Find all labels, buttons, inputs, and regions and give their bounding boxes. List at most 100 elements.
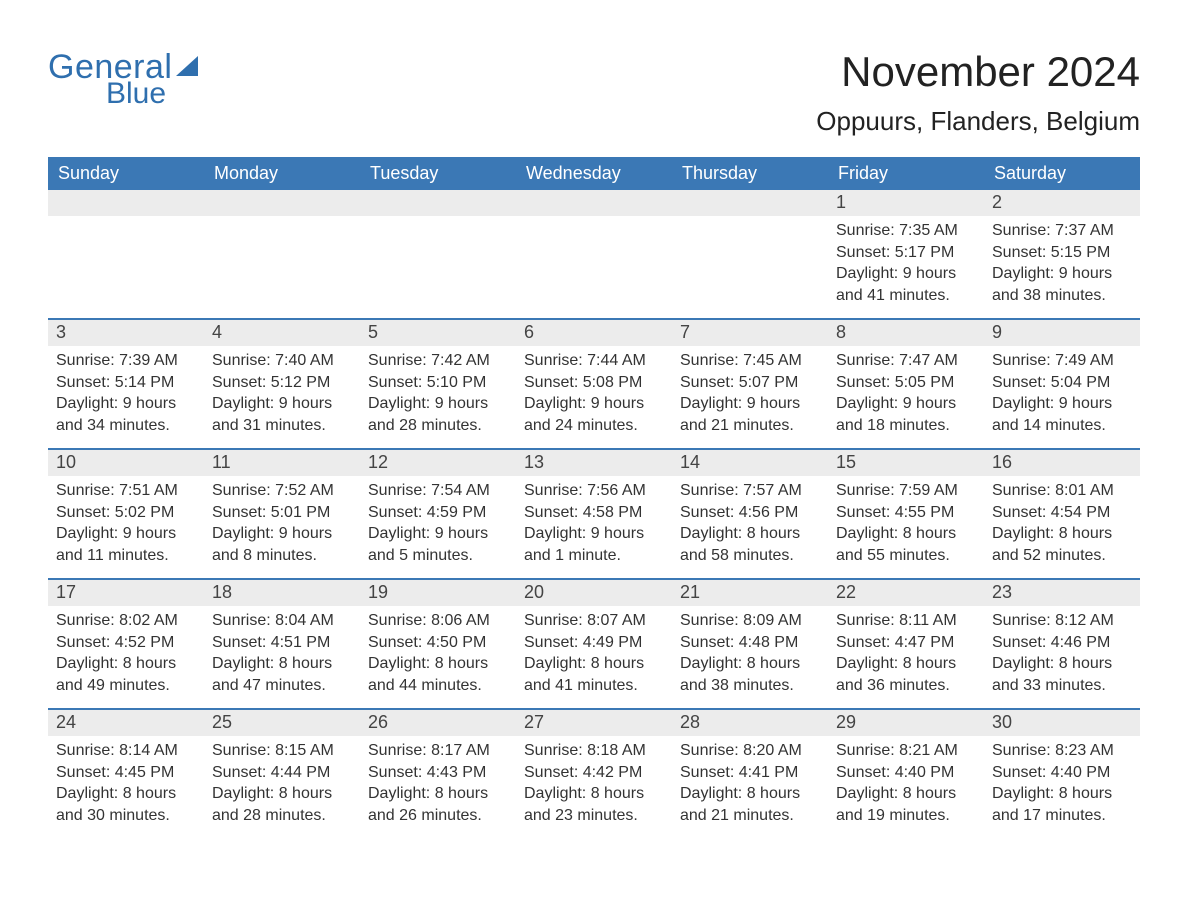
day-day2: and 28 minutes. [212,805,352,827]
day-number: . [48,190,204,216]
day-sunrise: Sunrise: 7:37 AM [992,220,1132,242]
calendar-day: 26Sunrise: 8:17 AMSunset: 4:43 PMDayligh… [360,710,516,838]
day-sunset: Sunset: 4:45 PM [56,762,196,784]
calendar-week: 3Sunrise: 7:39 AMSunset: 5:14 PMDaylight… [48,318,1140,448]
day-body: Sunrise: 8:20 AMSunset: 4:41 PMDaylight:… [672,736,828,832]
day-number: . [516,190,672,216]
day-day1: Daylight: 8 hours [680,523,820,545]
day-sunset: Sunset: 4:56 PM [680,502,820,524]
day-body: Sunrise: 8:06 AMSunset: 4:50 PMDaylight:… [360,606,516,702]
day-body: Sunrise: 7:37 AMSunset: 5:15 PMDaylight:… [984,216,1140,312]
calendar-day: . [48,190,204,318]
day-day2: and 5 minutes. [368,545,508,567]
day-sunset: Sunset: 4:47 PM [836,632,976,654]
day-number: 8 [828,320,984,346]
day-day2: and 18 minutes. [836,415,976,437]
day-number: 17 [48,580,204,606]
calendar-day: 6Sunrise: 7:44 AMSunset: 5:08 PMDaylight… [516,320,672,448]
calendar-day: 23Sunrise: 8:12 AMSunset: 4:46 PMDayligh… [984,580,1140,708]
day-number: 25 [204,710,360,736]
calendar-day: . [360,190,516,318]
day-day2: and 24 minutes. [524,415,664,437]
logo-word-2: Blue [106,77,166,111]
dow-cell: Wednesday [516,157,672,190]
day-day1: Daylight: 8 hours [212,783,352,805]
dow-cell: Saturday [984,157,1140,190]
day-body: Sunrise: 8:14 AMSunset: 4:45 PMDaylight:… [48,736,204,832]
day-sunset: Sunset: 4:48 PM [680,632,820,654]
day-body: Sunrise: 8:11 AMSunset: 4:47 PMDaylight:… [828,606,984,702]
day-day2: and 11 minutes. [56,545,196,567]
day-number: 2 [984,190,1140,216]
day-sunset: Sunset: 4:44 PM [212,762,352,784]
day-sunset: Sunset: 5:14 PM [56,372,196,394]
calendar-day: 16Sunrise: 8:01 AMSunset: 4:54 PMDayligh… [984,450,1140,578]
day-day2: and 38 minutes. [992,285,1132,307]
day-sunrise: Sunrise: 8:09 AM [680,610,820,632]
day-day1: Daylight: 8 hours [56,783,196,805]
day-sunset: Sunset: 4:50 PM [368,632,508,654]
day-day1: Daylight: 9 hours [56,523,196,545]
day-day1: Daylight: 8 hours [56,653,196,675]
day-day2: and 23 minutes. [524,805,664,827]
day-body: Sunrise: 7:39 AMSunset: 5:14 PMDaylight:… [48,346,204,442]
day-body: Sunrise: 7:59 AMSunset: 4:55 PMDaylight:… [828,476,984,572]
day-number: 26 [360,710,516,736]
day-day2: and 14 minutes. [992,415,1132,437]
day-day2: and 55 minutes. [836,545,976,567]
day-body: Sunrise: 7:57 AMSunset: 4:56 PMDaylight:… [672,476,828,572]
title-block: November 2024 Oppuurs, Flanders, Belgium [816,48,1140,151]
day-sunrise: Sunrise: 7:40 AM [212,350,352,372]
day-number: 30 [984,710,1140,736]
day-body: Sunrise: 7:49 AMSunset: 5:04 PMDaylight:… [984,346,1140,442]
day-number: . [204,190,360,216]
day-day2: and 21 minutes. [680,415,820,437]
day-day2: and 31 minutes. [212,415,352,437]
day-day2: and 1 minute. [524,545,664,567]
day-sunrise: Sunrise: 8:20 AM [680,740,820,762]
calendar-day: 24Sunrise: 8:14 AMSunset: 4:45 PMDayligh… [48,710,204,838]
calendar-day: 20Sunrise: 8:07 AMSunset: 4:49 PMDayligh… [516,580,672,708]
calendar-day: 22Sunrise: 8:11 AMSunset: 4:47 PMDayligh… [828,580,984,708]
day-day1: Daylight: 9 hours [680,393,820,415]
page-title: November 2024 [816,48,1140,96]
day-number: 22 [828,580,984,606]
day-sunrise: Sunrise: 8:21 AM [836,740,976,762]
calendar-week: 24Sunrise: 8:14 AMSunset: 4:45 PMDayligh… [48,708,1140,838]
day-sunset: Sunset: 5:01 PM [212,502,352,524]
calendar-day: 13Sunrise: 7:56 AMSunset: 4:58 PMDayligh… [516,450,672,578]
day-sunrise: Sunrise: 7:56 AM [524,480,664,502]
day-sunrise: Sunrise: 7:57 AM [680,480,820,502]
calendar-day: 3Sunrise: 7:39 AMSunset: 5:14 PMDaylight… [48,320,204,448]
day-number: . [672,190,828,216]
day-body: Sunrise: 8:04 AMSunset: 4:51 PMDaylight:… [204,606,360,702]
day-day1: Daylight: 9 hours [836,393,976,415]
day-sunset: Sunset: 4:58 PM [524,502,664,524]
calendar-day: 4Sunrise: 7:40 AMSunset: 5:12 PMDaylight… [204,320,360,448]
day-day1: Daylight: 9 hours [524,393,664,415]
day-sunset: Sunset: 5:02 PM [56,502,196,524]
calendar-day: 28Sunrise: 8:20 AMSunset: 4:41 PMDayligh… [672,710,828,838]
day-body: Sunrise: 8:09 AMSunset: 4:48 PMDaylight:… [672,606,828,702]
day-sunrise: Sunrise: 8:17 AM [368,740,508,762]
day-sunrise: Sunrise: 7:49 AM [992,350,1132,372]
day-number: 27 [516,710,672,736]
day-sunrise: Sunrise: 7:35 AM [836,220,976,242]
day-body: Sunrise: 7:54 AMSunset: 4:59 PMDaylight:… [360,476,516,572]
day-day1: Daylight: 9 hours [992,263,1132,285]
dow-cell: Friday [828,157,984,190]
calendar-day: 7Sunrise: 7:45 AMSunset: 5:07 PMDaylight… [672,320,828,448]
day-number: 18 [204,580,360,606]
day-day2: and 49 minutes. [56,675,196,697]
day-body: Sunrise: 8:15 AMSunset: 4:44 PMDaylight:… [204,736,360,832]
calendar-day: 1Sunrise: 7:35 AMSunset: 5:17 PMDaylight… [828,190,984,318]
calendar-day: 12Sunrise: 7:54 AMSunset: 4:59 PMDayligh… [360,450,516,578]
day-sunrise: Sunrise: 8:15 AM [212,740,352,762]
day-sunrise: Sunrise: 7:45 AM [680,350,820,372]
day-day2: and 36 minutes. [836,675,976,697]
calendar-day: 25Sunrise: 8:15 AMSunset: 4:44 PMDayligh… [204,710,360,838]
day-body: Sunrise: 7:35 AMSunset: 5:17 PMDaylight:… [828,216,984,312]
day-sunrise: Sunrise: 8:02 AM [56,610,196,632]
day-sunrise: Sunrise: 7:47 AM [836,350,976,372]
day-day2: and 47 minutes. [212,675,352,697]
